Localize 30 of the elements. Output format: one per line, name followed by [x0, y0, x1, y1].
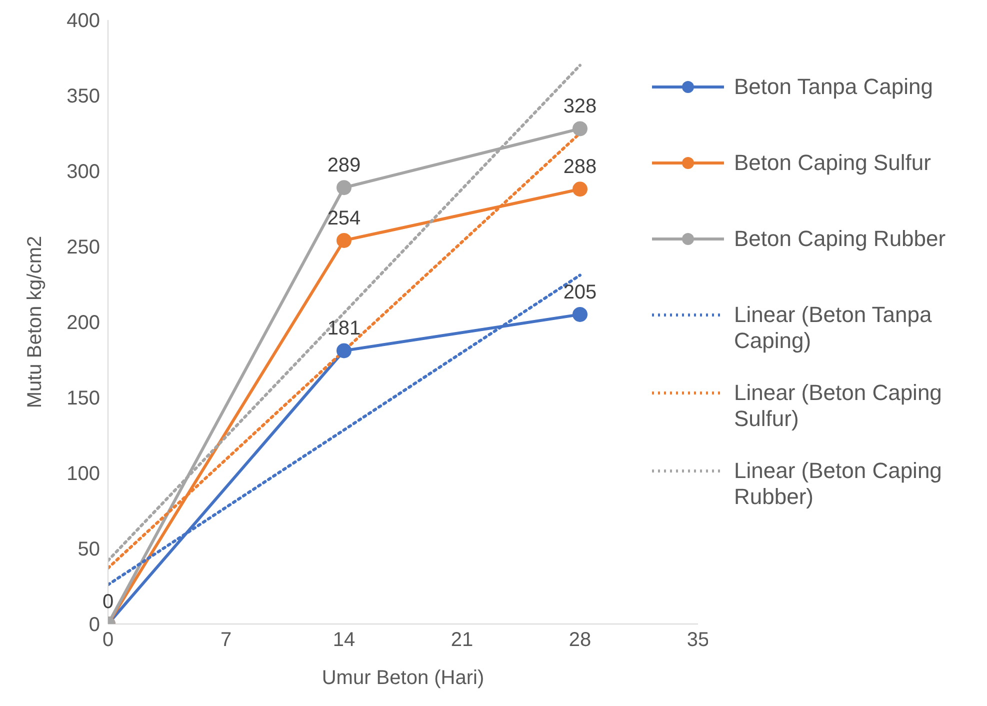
data-label: 181 — [327, 318, 361, 340]
data-label: 205 — [563, 281, 597, 304]
x-axis-title: Umur Beton (Hari) — [322, 667, 484, 689]
y-tick-label: 300 — [66, 161, 100, 184]
legend-label: Beton Caping Rubber — [734, 226, 947, 252]
y-tick-label: 350 — [66, 86, 100, 108]
x-tick-label: 28 — [568, 629, 592, 652]
y-axis-title: Mutu Beton kg/cm2 — [24, 236, 46, 408]
y-tick-label: 150 — [66, 388, 100, 410]
x-tick-label: 21 — [450, 629, 474, 652]
x-tick-label: 0 — [102, 629, 114, 652]
y-tick-label: 200 — [66, 312, 100, 334]
x-tick-label: 14 — [332, 629, 356, 652]
x-tick-label: 7 — [220, 629, 232, 652]
legend-label: Linear (Beton Caping Sulfur) — [734, 380, 943, 432]
data-label: 288 — [563, 156, 597, 178]
y-tick-label: 100 — [66, 463, 100, 486]
legend-label: Linear (Beton Caping Rubber) — [734, 458, 943, 510]
y-tick-label: 50 — [78, 538, 100, 561]
legend-label: Linear (Beton Tanpa Caping) — [734, 302, 933, 354]
data-label: 254 — [327, 207, 361, 230]
data-label: 328 — [563, 96, 597, 118]
data-label: 289 — [327, 154, 361, 177]
y-tick-label: 0 — [88, 614, 100, 636]
data-label: 0 — [102, 591, 114, 613]
y-tick-label: 250 — [66, 236, 100, 259]
legend-label: Beton Tanpa Caping — [734, 74, 934, 100]
y-tick-label: 400 — [66, 10, 100, 32]
legend-label: Beton Caping Sulfur — [734, 150, 932, 176]
x-tick-label: 35 — [686, 629, 710, 652]
